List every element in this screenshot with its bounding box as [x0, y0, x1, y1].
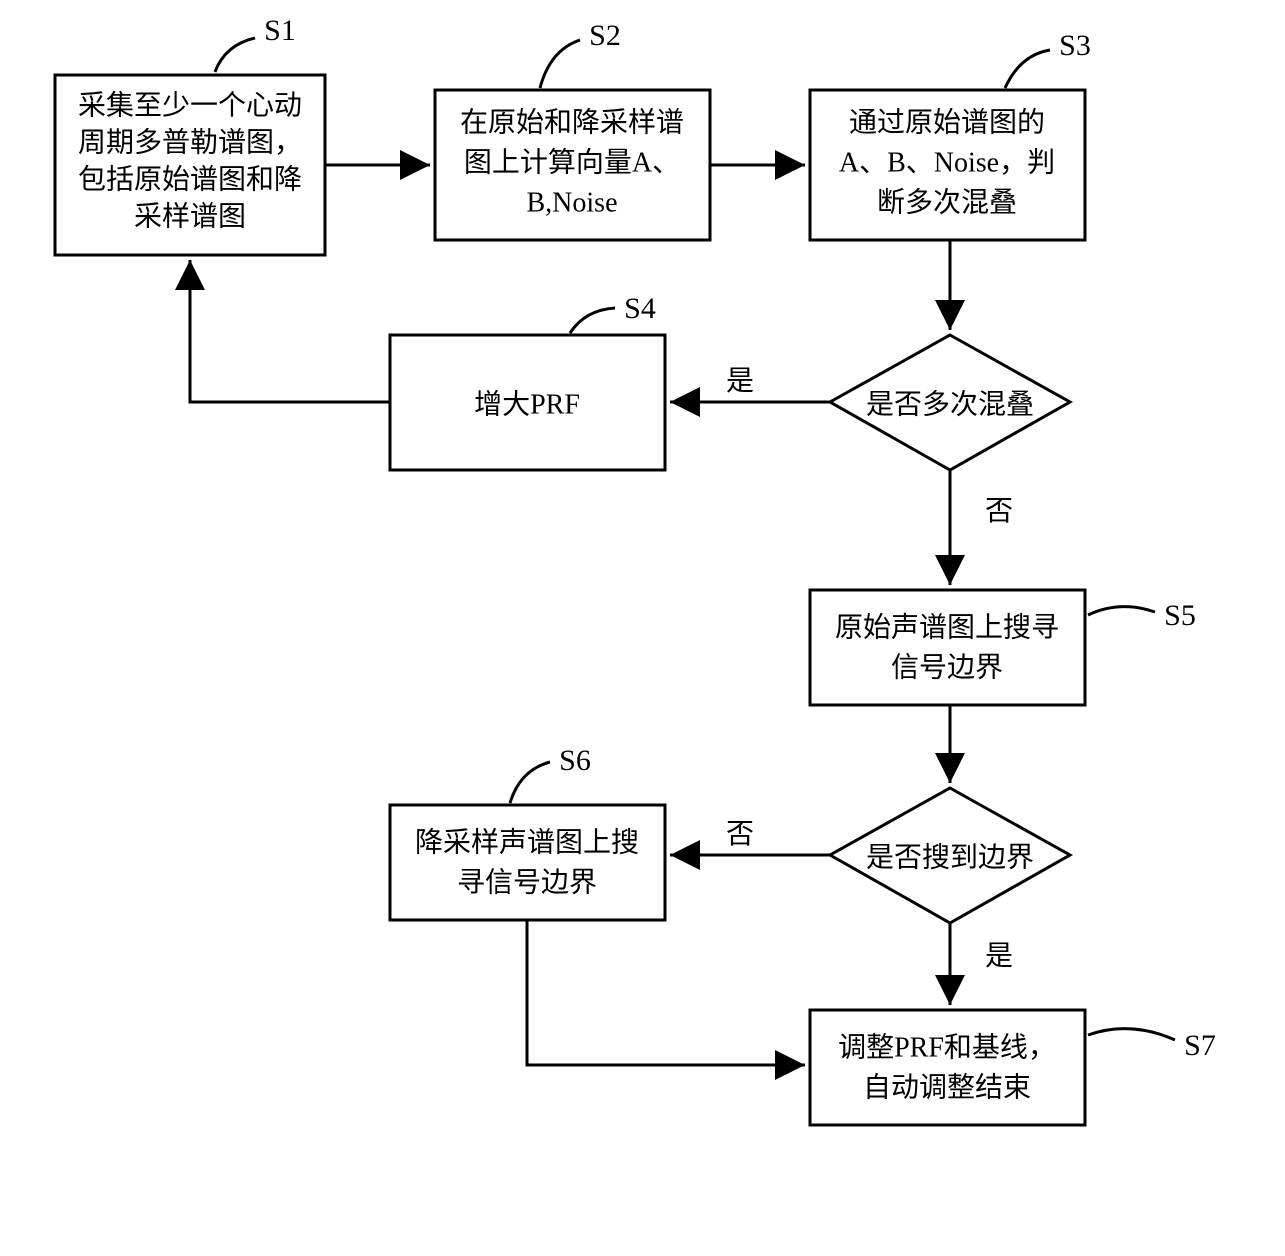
d2-line1: 是否搜到边界	[866, 841, 1034, 873]
edge-s4-s1	[190, 260, 390, 402]
flowchart-canvas: 采集至少一个心动 周期多普勒谱图， 包括原始谱图和降 采样谱图 S1 在原始和降…	[0, 0, 1285, 1256]
s3-line1: 通过原始谱图的	[849, 106, 1045, 138]
s6-step-label: S6	[559, 744, 591, 777]
s1-line2: 周期多普勒谱图，	[78, 126, 302, 158]
s5-step-label: S5	[1164, 599, 1196, 632]
s2-line1: 在原始和降采样谱	[460, 106, 684, 138]
s2-line2: 图上计算向量A、	[464, 146, 680, 178]
s1-step-label: S1	[264, 14, 296, 47]
s3-line3: 断多次混叠	[877, 186, 1017, 218]
edge-d1-s5-label: 否	[985, 496, 1013, 527]
node-s1: 采集至少一个心动 周期多普勒谱图， 包括原始谱图和降 采样谱图 S1	[55, 14, 325, 255]
edge-s6-s7	[527, 920, 805, 1065]
s4-line1: 增大PRF	[474, 388, 580, 420]
s3-step-label: S3	[1059, 29, 1091, 62]
node-s5: 原始声谱图上搜寻 信号边界 S5	[810, 590, 1196, 705]
s2-line3: B,Noise	[527, 187, 618, 218]
s7-line1: 调整PRF和基线，	[838, 1031, 1056, 1063]
edge-d2-s6-label: 否	[726, 819, 754, 850]
node-s6: 降采样声谱图上搜 寻信号边界 S6	[390, 744, 665, 920]
s3-line2: A、B、Noise，判	[839, 146, 1055, 178]
node-d1: 是否多次混叠	[830, 335, 1070, 470]
s1-line3: 包括原始谱图和降	[78, 163, 302, 195]
s2-step-label: S2	[589, 19, 621, 52]
d1-line1: 是否多次混叠	[866, 388, 1034, 420]
s1-line4: 采样谱图	[134, 200, 246, 232]
s1-line1: 采集至少一个心动	[78, 89, 302, 121]
s6-line1: 降采样声谱图上搜	[415, 826, 639, 858]
s7-step-label: S7	[1184, 1029, 1216, 1062]
node-s3: 通过原始谱图的 A、B、Noise，判 断多次混叠 S3	[810, 29, 1091, 240]
s5-line1: 原始声谱图上搜寻	[835, 611, 1059, 643]
s6-line2: 寻信号边界	[457, 866, 597, 898]
s5-line2: 信号边界	[891, 651, 1003, 683]
s4-step-label: S4	[624, 292, 656, 325]
edge-d1-s4-label: 是	[726, 366, 754, 397]
node-d2: 是否搜到边界	[830, 788, 1070, 923]
s7-line2: 自动调整结束	[863, 1071, 1031, 1103]
edge-d2-s7-label: 是	[985, 941, 1013, 972]
node-s7: 调整PRF和基线， 自动调整结束 S7	[810, 1010, 1216, 1125]
node-s2: 在原始和降采样谱 图上计算向量A、 B,Noise S2	[435, 19, 710, 240]
node-s4: 增大PRF S4	[390, 292, 665, 470]
